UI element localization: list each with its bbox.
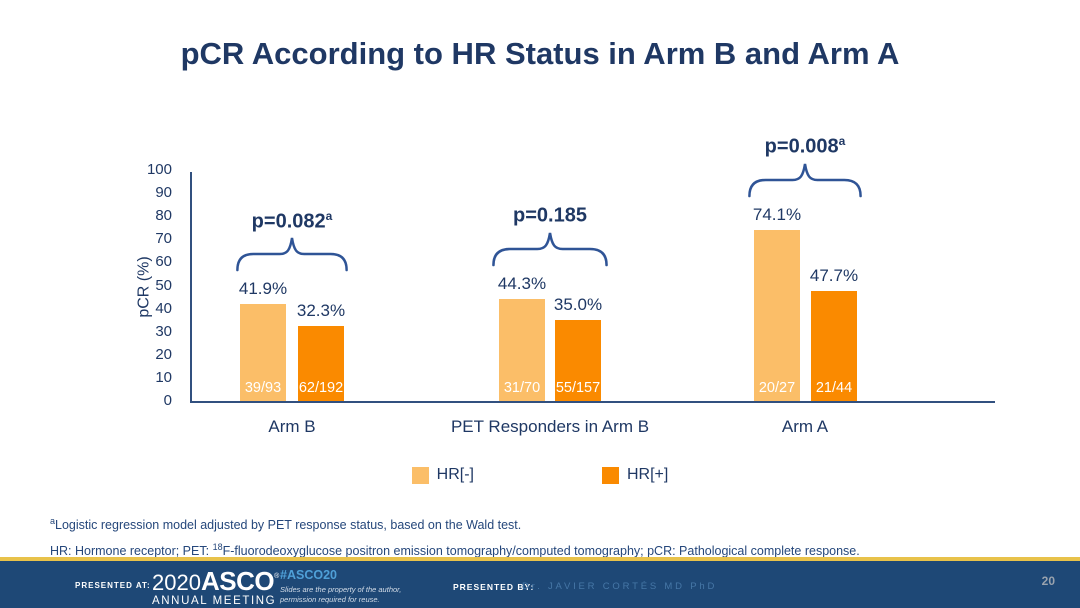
- y-axis-tick-label: 90: [155, 184, 172, 202]
- y-axis-tick-label: 0: [163, 392, 172, 409]
- legend-item-hr-neg: HR[-]: [411, 466, 474, 484]
- x-axis-category-pet-responders: PET Responders in Arm B: [450, 417, 650, 436]
- y-axis-tick-label: 60: [155, 253, 172, 271]
- bar-fraction-label: 62/192: [298, 380, 344, 396]
- bar-fraction-label: 21/44: [815, 380, 853, 396]
- bar-hr-pos-arm-b: 32.3% 62/192: [297, 301, 345, 401]
- hashtag: #ASCO20: [280, 568, 337, 582]
- asco-logo-top: 2020 ASCO ®: [152, 566, 279, 597]
- legend-item-hr-pos: HR[+]: [601, 466, 669, 484]
- p-value-annotation-arm-a: p=0.008a: [748, 134, 863, 198]
- chart-legend: HR[-] HR[+]: [0, 466, 1080, 484]
- presented-at-label: PRESENTED AT:: [75, 581, 151, 590]
- presenter-name: Dr. JAVIER CORTÉS MD PhD: [522, 581, 718, 592]
- logo-year: 2020: [152, 570, 201, 595]
- footnotes: aLogistic regression model adjusted by P…: [50, 510, 860, 562]
- brace-icon: [492, 232, 608, 267]
- bar-hr-neg-pet-responders: 44.3% 31/70: [498, 274, 546, 401]
- y-axis-tick-label: 100: [146, 161, 172, 178]
- bar-fraction-label: 31/70: [503, 380, 541, 396]
- y-axis-tick-label: 10: [155, 368, 172, 386]
- bar-value-label: 44.3%: [497, 273, 547, 293]
- legend-label: HR[+]: [626, 466, 669, 483]
- p-value-text: p=0.185: [513, 204, 587, 227]
- hashtag-block: #ASCO20 Slides are the property of the a…: [280, 568, 401, 604]
- x-axis-category-arm-a: Arm A: [781, 417, 829, 436]
- bar-value-label: 41.9%: [238, 279, 288, 299]
- page-number: 20: [1041, 574, 1055, 588]
- logo-subtitle: ANNUAL MEETING: [152, 595, 277, 607]
- bar-value-label: 32.3%: [296, 301, 346, 321]
- y-axis: 0 10 20 30 40 50 60 70 80 90 100: [138, 161, 180, 409]
- logo-name: ASCO: [200, 566, 275, 596]
- p-value-text: p=0.008a: [764, 134, 846, 158]
- legend-swatch-hr-neg: [411, 466, 429, 484]
- footnote-line-2: HR: Hormone receptor; PET: 18F-fluorodeo…: [50, 542, 860, 559]
- bar-hr-neg-arm-a: 74.1% 20/27: [753, 205, 801, 401]
- plot-area: 0 10 20 30 40 50 60 70 80 90 100 pCR (%) p=0.082a …: [136, 134, 995, 436]
- bar-hr-pos-pet-responders: 35.0% 55/157: [554, 295, 602, 401]
- footnote-line-1: aLogistic regression model adjusted by P…: [50, 516, 522, 533]
- footer-bar: PRESENTED AT: 2020 ASCO ® ANNUAL MEETING #…: [0, 557, 1080, 608]
- legend-swatch-hr-pos: [601, 466, 619, 484]
- disclaimer: Slides are the property of the author, p…: [280, 585, 402, 604]
- y-axis-tick-label: 80: [155, 207, 172, 225]
- p-value-annotation-arm-b: p=0.082a: [236, 209, 349, 273]
- brace-icon: [236, 237, 348, 272]
- y-axis-tick-label: 40: [155, 299, 172, 317]
- p-value-text: p=0.082a: [251, 208, 333, 233]
- brace-icon: [748, 163, 862, 198]
- y-axis-tick-label: 70: [155, 230, 172, 248]
- registered-mark-icon: ®: [274, 573, 280, 580]
- bar-hr-pos-arm-a: 47.7% 21/44: [810, 266, 858, 401]
- x-axis-category-arm-b: Arm B: [268, 417, 316, 436]
- y-axis-label: pCR (%): [135, 255, 153, 318]
- bar-fraction-label: 39/93: [244, 380, 282, 396]
- page-title: pCR According to HR Status in Arm B and …: [180, 36, 900, 71]
- legend-label: HR[-]: [436, 466, 474, 483]
- asco-logo: 2020 ASCO ® ANNUAL MEETING: [152, 566, 279, 607]
- bar-hr-neg-arm-b: 41.9% 39/93: [239, 279, 287, 401]
- bar-value-label: 47.7%: [809, 265, 859, 285]
- y-axis-tick-label: 20: [155, 345, 172, 363]
- bar-fraction-label: 55/157: [555, 380, 601, 396]
- bar-value-label: 35.0%: [553, 295, 603, 315]
- p-value-annotation-pet-responders: p=0.185: [492, 203, 609, 267]
- presented-by-label: PRESENTED BY:: [453, 582, 535, 592]
- bar-fraction-label: 20/27: [758, 380, 796, 396]
- y-axis-tick-label: 50: [155, 276, 172, 294]
- bar-value-label: 74.1%: [752, 204, 802, 224]
- y-axis-tick-label: 30: [155, 322, 172, 340]
